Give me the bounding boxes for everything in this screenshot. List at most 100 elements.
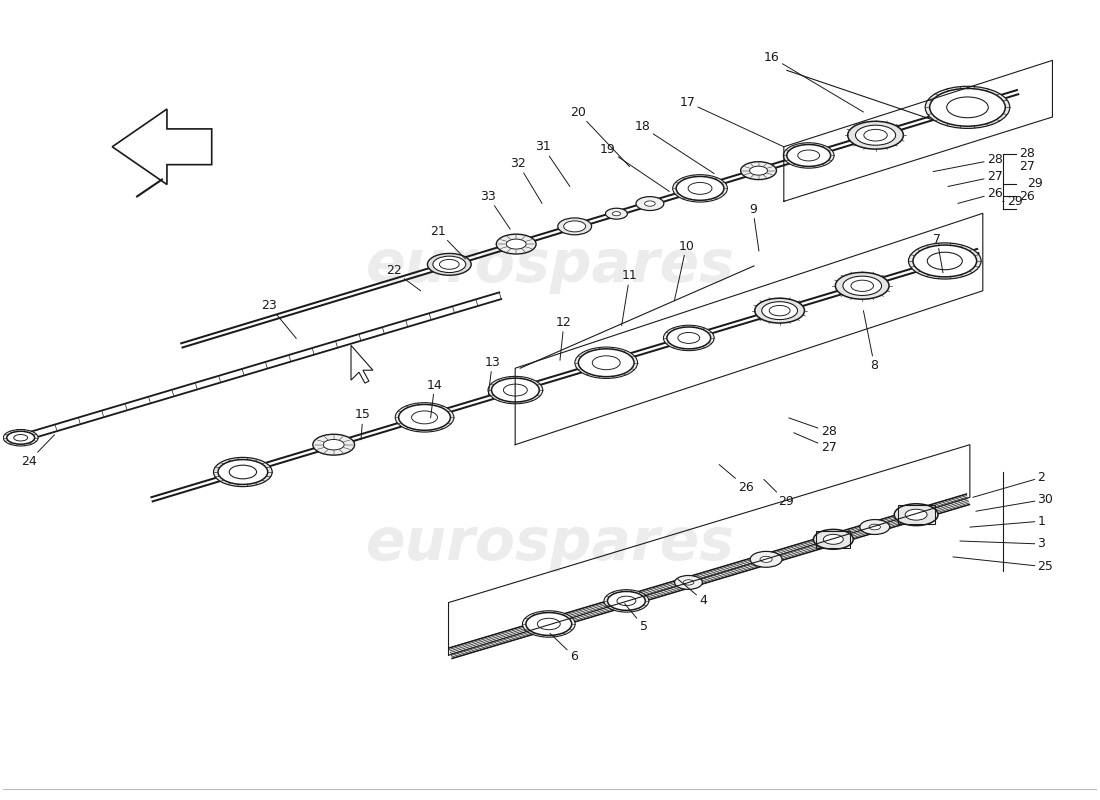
Ellipse shape <box>433 256 465 273</box>
Ellipse shape <box>678 333 700 343</box>
Ellipse shape <box>13 434 28 441</box>
Ellipse shape <box>504 384 527 396</box>
Text: 7: 7 <box>933 233 943 273</box>
Text: 29: 29 <box>1027 177 1043 190</box>
Ellipse shape <box>755 298 804 323</box>
Ellipse shape <box>3 430 38 446</box>
Text: 24: 24 <box>21 434 55 468</box>
Text: 27: 27 <box>1020 160 1035 173</box>
Ellipse shape <box>617 596 636 606</box>
Ellipse shape <box>925 86 1010 128</box>
Ellipse shape <box>824 534 844 544</box>
Text: 5: 5 <box>625 603 648 633</box>
Ellipse shape <box>674 575 703 590</box>
Ellipse shape <box>636 197 663 210</box>
Text: 31: 31 <box>535 140 570 186</box>
Ellipse shape <box>558 218 592 235</box>
Ellipse shape <box>312 434 354 455</box>
Ellipse shape <box>913 245 977 277</box>
Ellipse shape <box>761 302 798 319</box>
Text: eurospares: eurospares <box>365 238 735 294</box>
Ellipse shape <box>522 610 575 637</box>
Ellipse shape <box>835 272 889 299</box>
Ellipse shape <box>689 182 712 194</box>
Ellipse shape <box>229 465 256 479</box>
Ellipse shape <box>492 378 539 402</box>
Ellipse shape <box>673 174 727 202</box>
Ellipse shape <box>579 349 634 377</box>
Text: 11: 11 <box>621 270 638 326</box>
Text: 33: 33 <box>481 190 510 229</box>
Ellipse shape <box>218 459 267 485</box>
Text: 27: 27 <box>948 170 1003 186</box>
Ellipse shape <box>395 402 454 432</box>
Text: 8: 8 <box>864 310 878 372</box>
Ellipse shape <box>786 145 830 166</box>
Text: 21: 21 <box>430 225 465 259</box>
Ellipse shape <box>575 347 638 378</box>
Text: 32: 32 <box>510 157 542 203</box>
Ellipse shape <box>947 97 988 118</box>
Ellipse shape <box>740 162 777 179</box>
Ellipse shape <box>814 530 854 550</box>
Text: 29: 29 <box>1003 195 1023 208</box>
Ellipse shape <box>645 201 656 206</box>
Text: 16: 16 <box>763 51 864 112</box>
Ellipse shape <box>894 504 938 526</box>
Text: 25: 25 <box>953 557 1054 574</box>
Ellipse shape <box>750 551 782 567</box>
Ellipse shape <box>7 431 34 444</box>
Text: 12: 12 <box>557 316 572 360</box>
Ellipse shape <box>848 122 903 149</box>
Ellipse shape <box>667 327 711 349</box>
Ellipse shape <box>613 212 620 216</box>
Ellipse shape <box>760 556 772 562</box>
Text: 26: 26 <box>719 465 754 494</box>
Ellipse shape <box>798 150 820 161</box>
Text: 26: 26 <box>1020 190 1035 203</box>
Ellipse shape <box>563 221 585 232</box>
Ellipse shape <box>496 234 536 254</box>
Ellipse shape <box>909 243 981 279</box>
Text: 22: 22 <box>386 265 420 290</box>
Text: 4: 4 <box>678 578 707 607</box>
Ellipse shape <box>605 208 627 219</box>
Text: 18: 18 <box>635 121 714 174</box>
Text: 30: 30 <box>976 493 1054 511</box>
Ellipse shape <box>749 166 768 175</box>
Ellipse shape <box>783 142 834 168</box>
Ellipse shape <box>860 519 890 534</box>
Ellipse shape <box>488 376 542 404</box>
Text: 2: 2 <box>972 471 1045 498</box>
Text: 19: 19 <box>600 143 670 191</box>
Text: 28: 28 <box>789 418 836 438</box>
Polygon shape <box>112 109 211 185</box>
Text: 10: 10 <box>674 239 694 301</box>
Text: 23: 23 <box>262 299 296 338</box>
Ellipse shape <box>398 405 450 430</box>
Ellipse shape <box>683 580 694 585</box>
Ellipse shape <box>851 280 873 291</box>
Ellipse shape <box>927 252 962 270</box>
Text: 29: 29 <box>763 479 794 508</box>
Text: 28: 28 <box>933 153 1003 171</box>
Ellipse shape <box>676 177 724 200</box>
Text: 15: 15 <box>355 408 371 440</box>
Ellipse shape <box>607 591 646 610</box>
Ellipse shape <box>323 439 344 450</box>
Text: 28: 28 <box>1020 147 1035 160</box>
Text: 9: 9 <box>749 203 759 251</box>
Ellipse shape <box>526 613 572 635</box>
Text: 13: 13 <box>484 356 500 395</box>
Ellipse shape <box>411 411 438 424</box>
Ellipse shape <box>856 125 895 146</box>
Text: eurospares: eurospares <box>365 515 735 573</box>
Text: 27: 27 <box>794 433 836 454</box>
Ellipse shape <box>604 590 649 612</box>
Text: 20: 20 <box>570 106 629 166</box>
Ellipse shape <box>930 89 1005 126</box>
Text: 3: 3 <box>960 538 1045 550</box>
Ellipse shape <box>869 524 880 530</box>
Ellipse shape <box>864 130 888 141</box>
Ellipse shape <box>843 276 881 295</box>
